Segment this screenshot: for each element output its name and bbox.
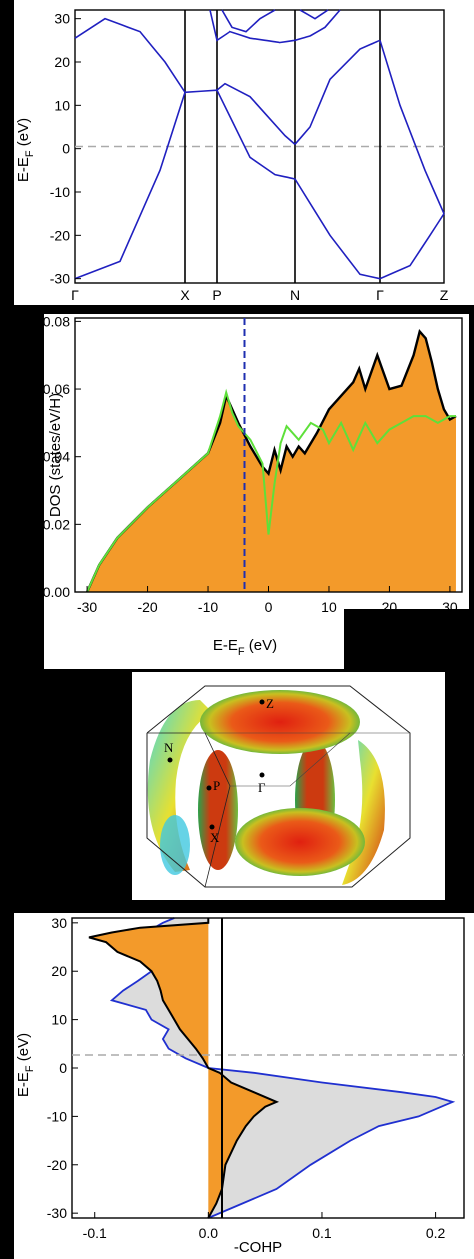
cohp-xtick-label: 0.0 bbox=[199, 1225, 219, 1241]
cohp-ytick-label: 20 bbox=[51, 963, 67, 979]
fermi-label-x: X bbox=[210, 830, 220, 845]
dos-xtick-label: 0 bbox=[265, 599, 273, 615]
band-kpoint-label: X bbox=[180, 287, 190, 303]
band-curve bbox=[379, 213, 445, 280]
band-curve bbox=[74, 92, 186, 280]
cohp-ytick-label: 0 bbox=[59, 1060, 67, 1076]
band-ytick-label: 20 bbox=[54, 54, 70, 70]
band-ylabel: E-EF (eV) bbox=[15, 118, 36, 182]
band-curve bbox=[221, 9, 276, 33]
band-curve bbox=[209, 9, 341, 44]
fermi-surface-drawing bbox=[146, 685, 411, 888]
band-curve bbox=[74, 17, 186, 93]
band-curve bbox=[294, 178, 381, 280]
dos-ytick-label: 0.00 bbox=[43, 584, 70, 600]
band-curve bbox=[216, 82, 296, 145]
dos-xlabel-bg bbox=[44, 609, 344, 669]
dos-xlabel: E-EF (eV) bbox=[213, 637, 277, 658]
cohp-ytick-label: -10 bbox=[47, 1108, 67, 1124]
band-curve bbox=[379, 40, 445, 214]
dos-xtick-label: -20 bbox=[137, 599, 157, 615]
cohp-ytick-label: 10 bbox=[51, 1012, 67, 1028]
dos-xtick-label: 10 bbox=[321, 599, 337, 615]
dos-ytick-label: 0.08 bbox=[43, 313, 70, 329]
band-kpoint-label: Γ bbox=[376, 287, 384, 303]
band-panel-bg bbox=[14, 0, 474, 305]
dos-ytick-label: 0.06 bbox=[43, 381, 70, 397]
band-curve bbox=[294, 39, 381, 145]
cohp-partial-line bbox=[88, 918, 280, 1219]
dos-ytick-label: 0.04 bbox=[43, 449, 70, 465]
dos-xtick-label: -30 bbox=[77, 599, 97, 615]
cohp-xtick-label: -0.1 bbox=[83, 1225, 107, 1241]
cohp-ytick-label: -20 bbox=[47, 1157, 67, 1173]
cohp-xtick-label: 0.2 bbox=[426, 1225, 446, 1241]
band-ytick-label: 30 bbox=[54, 11, 70, 27]
band-kpoint-label: Γ bbox=[71, 287, 79, 303]
band-ytick-label: -10 bbox=[50, 184, 70, 200]
fermi-label-gamma: Γ bbox=[258, 780, 266, 795]
band-ytick-label: 0 bbox=[62, 141, 70, 157]
band-kpoint-label: P bbox=[212, 287, 221, 303]
fermi-label-p: P bbox=[213, 778, 220, 793]
dos-xtick-label: -10 bbox=[198, 599, 218, 615]
band-curve bbox=[184, 89, 218, 94]
band-kpoint-label: Z bbox=[440, 287, 449, 303]
band-ytick-label: 10 bbox=[54, 97, 70, 113]
band-ytick-label: -20 bbox=[50, 227, 70, 243]
dos-xtick-label: 20 bbox=[382, 599, 398, 615]
dos-total-line bbox=[86, 329, 457, 593]
dos-xtick-label: 30 bbox=[442, 599, 458, 615]
dos-partial-line bbox=[86, 388, 456, 593]
band-kpoint-label: N bbox=[290, 287, 300, 303]
cohp-ytick-label: -30 bbox=[47, 1205, 67, 1221]
cohp-partial-fill bbox=[89, 918, 277, 1218]
dos-ytick-label: 0.02 bbox=[43, 516, 70, 532]
band-ytick-label: -30 bbox=[50, 271, 70, 287]
dos-ylabel: DOS (states/eV/H) bbox=[47, 393, 64, 517]
fermi-label-n: N bbox=[164, 740, 174, 755]
fermi-label-z: Z bbox=[266, 696, 274, 711]
band-curve bbox=[299, 9, 329, 20]
cohp-xlabel: -COHP bbox=[234, 1239, 282, 1256]
cohp-ylabel: E-EF (eV) bbox=[15, 1033, 36, 1097]
cohp-ytick-label: 30 bbox=[51, 915, 67, 931]
cohp-xtick-label: 0.1 bbox=[312, 1225, 332, 1241]
band-curve bbox=[216, 89, 296, 180]
